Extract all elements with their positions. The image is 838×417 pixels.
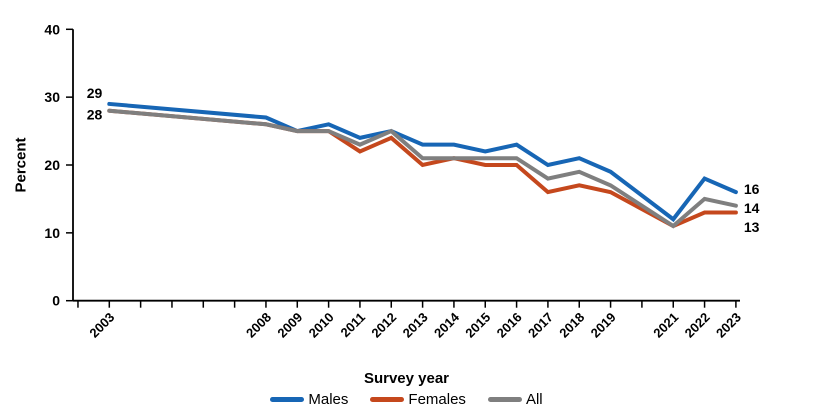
legend-item-females: Females: [370, 391, 466, 408]
y-axis-tick-label: 0: [52, 293, 60, 309]
x-axis-tick-label: 2015: [462, 310, 493, 341]
y-axis-tick-label: 40: [44, 21, 60, 37]
data-label-end: 13: [744, 219, 760, 235]
data-label-end: 14: [744, 200, 760, 216]
x-axis-tick-label: 2017: [525, 310, 556, 341]
x-axis-tick-label: 2023: [713, 310, 744, 341]
x-axis-tick-label: 2003: [86, 310, 117, 341]
series-line-females: [107, 108, 738, 229]
legend-item-males: Males: [270, 391, 348, 408]
x-axis-tick-label: 2014: [431, 309, 463, 341]
data-label-start: 28: [87, 107, 103, 123]
legend-label: All: [525, 391, 543, 408]
x-axis-title: Survey year: [363, 370, 450, 387]
x-axis-tick-label: 2012: [368, 310, 399, 341]
data-label-start: 29: [87, 85, 103, 101]
data-label-end: 16: [744, 181, 760, 197]
x-axis-tick-label: 2021: [650, 310, 681, 341]
x-axis-tick-label: 2018: [556, 310, 587, 341]
x-axis-tick-label: 2010: [306, 310, 337, 341]
legend-swatch-icon: [270, 397, 305, 402]
series-line-all: [107, 108, 738, 229]
legend-label: Males: [308, 391, 349, 408]
legend-swatch-icon: [370, 397, 405, 402]
y-axis-tick-label: 30: [44, 89, 60, 105]
y-axis-title: Percent: [12, 137, 30, 193]
x-axis-tick-label: 2022: [682, 310, 713, 341]
x-axis-tick-label: 2011: [338, 310, 369, 341]
x-axis-tick-label: 2008: [243, 310, 274, 341]
legend-item-all: All: [487, 391, 543, 408]
x-axis-tick-label: 2009: [274, 310, 305, 341]
y-axis-tick-label: 10: [44, 225, 60, 241]
x-axis-tick-label: 2016: [494, 310, 525, 341]
y-axis-tick-label: 20: [44, 157, 60, 173]
series-line-males: [107, 101, 738, 223]
x-axis-tick-label: 2019: [588, 310, 619, 341]
legend-swatch-icon: [487, 397, 522, 402]
legend-label: Females: [408, 391, 466, 408]
x-axis-tick-label: 2013: [400, 310, 431, 341]
legend: Males Females All: [73, 391, 740, 408]
